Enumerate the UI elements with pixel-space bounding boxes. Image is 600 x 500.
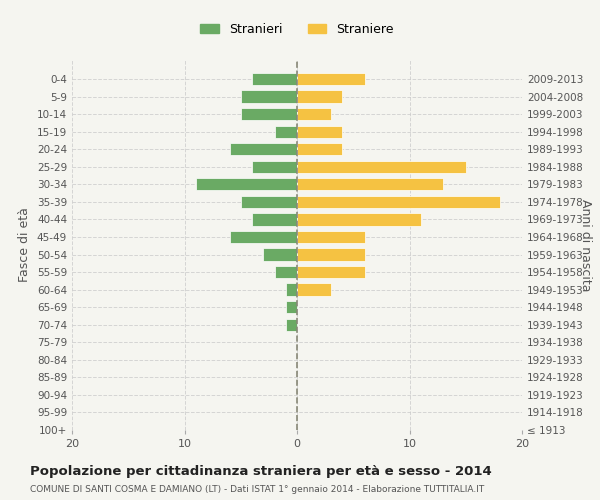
Bar (241, 108, 297, 120)
Bar (297, 108, 331, 120)
Bar (196, 178, 297, 190)
Bar (297, 231, 365, 243)
Y-axis label: Fasce di età: Fasce di età (19, 208, 31, 282)
Bar (275, 126, 297, 138)
Bar (297, 126, 342, 138)
Bar (229, 143, 297, 156)
Bar (297, 178, 443, 190)
Y-axis label: Anni di nascita: Anni di nascita (579, 198, 592, 291)
Bar (297, 248, 365, 260)
Bar (229, 231, 297, 243)
Bar (297, 266, 365, 278)
Bar (263, 248, 297, 260)
Bar (286, 318, 297, 331)
Bar (275, 266, 297, 278)
Bar (252, 73, 297, 85)
Bar (297, 143, 342, 156)
Bar (286, 301, 297, 314)
Bar (252, 214, 297, 226)
Text: COMUNE DI SANTI COSMA E DAMIANO (LT) - Dati ISTAT 1° gennaio 2014 - Elaborazione: COMUNE DI SANTI COSMA E DAMIANO (LT) - D… (30, 485, 484, 494)
Legend: Stranieri, Straniere: Stranieri, Straniere (195, 18, 399, 41)
Bar (297, 214, 421, 226)
Bar (297, 160, 466, 173)
Bar (297, 284, 331, 296)
Bar (297, 90, 342, 102)
Bar (297, 196, 499, 208)
Text: Popolazione per cittadinanza straniera per età e sesso - 2014: Popolazione per cittadinanza straniera p… (30, 465, 492, 478)
Bar (252, 160, 297, 173)
Bar (286, 284, 297, 296)
Bar (241, 90, 297, 102)
Bar (297, 73, 365, 85)
Bar (241, 196, 297, 208)
